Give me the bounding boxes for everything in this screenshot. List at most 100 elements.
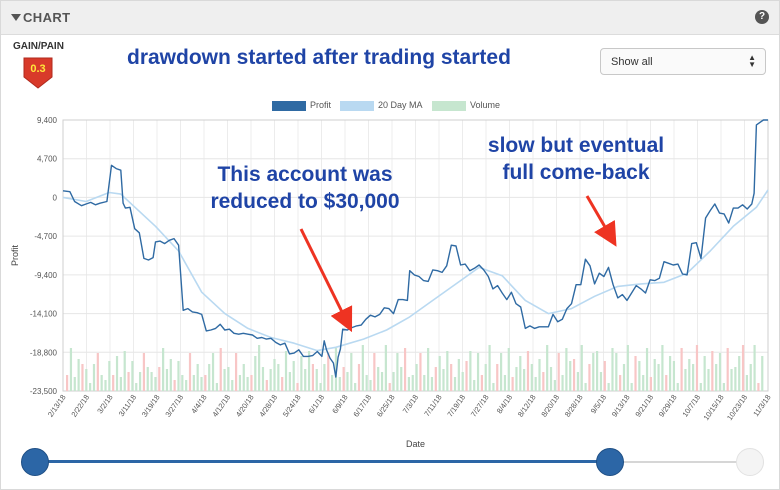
volume-bar xyxy=(135,383,138,391)
volume-bar xyxy=(119,377,122,391)
annotation-left-line2: reduced to $30,000 xyxy=(210,190,400,213)
volume-bar xyxy=(430,377,434,391)
volume-bar xyxy=(227,367,230,391)
volume-bar xyxy=(596,351,599,391)
volume-bar xyxy=(196,364,199,391)
volume-bar xyxy=(592,353,595,391)
volume-bar xyxy=(319,383,322,391)
volume-bar xyxy=(112,375,115,391)
volume-bar xyxy=(622,364,626,391)
volume-bar xyxy=(292,361,295,391)
volume-bar xyxy=(492,383,495,391)
volume-bar xyxy=(523,369,526,391)
volume-bar xyxy=(192,375,195,391)
x-tick-label: 4/12/18 xyxy=(210,393,232,419)
volume-bar xyxy=(672,361,676,391)
range-slider-start-handle[interactable] xyxy=(21,448,49,476)
volume-bar xyxy=(542,372,545,391)
y-tick-label: 4,700 xyxy=(37,155,58,164)
volume-bar xyxy=(92,364,96,391)
volume-bar xyxy=(630,383,633,391)
volume-bar xyxy=(638,361,641,391)
x-tick-label: 9/5/18 xyxy=(589,393,608,415)
volume-bar xyxy=(342,367,345,391)
x-tick-label: 7/27/18 xyxy=(469,393,491,419)
range-slider-max-handle[interactable] xyxy=(736,448,764,476)
volume-bar xyxy=(446,351,449,391)
volume-bar xyxy=(277,364,280,391)
volume-bar xyxy=(208,364,211,391)
volume-bar xyxy=(488,345,491,391)
volume-bar xyxy=(476,353,480,391)
volume-bar xyxy=(104,380,107,391)
volume-bar xyxy=(427,348,430,391)
volume-bar xyxy=(108,361,111,391)
volume-bar xyxy=(100,375,103,391)
volume-bar xyxy=(688,359,691,391)
volume-bar xyxy=(204,375,207,391)
volume-bar xyxy=(215,383,218,391)
volume-bar xyxy=(642,375,645,391)
volume-bar xyxy=(457,359,460,391)
panel-title: CHART xyxy=(23,10,71,25)
volume-bar xyxy=(511,377,514,391)
volume-bar xyxy=(123,351,126,391)
volume-bar xyxy=(357,364,361,391)
volume-bar xyxy=(611,348,614,391)
annotation-right: slow but eventual full come-back xyxy=(467,132,685,186)
x-tick-label: 8/4/18 xyxy=(495,393,514,415)
volume-bar xyxy=(757,383,760,391)
collapse-caret-icon[interactable] xyxy=(11,14,21,21)
volume-bar xyxy=(684,369,687,391)
volume-bar xyxy=(154,377,157,391)
y-axis-title: Profit xyxy=(10,245,20,267)
arrow-right-icon xyxy=(585,195,617,247)
x-tick-label: 8/20/18 xyxy=(539,393,561,419)
volume-bar xyxy=(380,372,384,391)
volume-bar xyxy=(403,348,407,391)
volume-bar xyxy=(296,383,299,391)
x-tick-label: 7/11/18 xyxy=(422,393,443,418)
volume-bar xyxy=(526,351,530,391)
x-tick-label: 10/15/18 xyxy=(702,393,726,422)
volume-bar xyxy=(680,348,683,391)
volume-bar xyxy=(96,353,99,391)
volume-bar xyxy=(711,351,714,391)
annotation-right-line1: slow but eventual xyxy=(487,134,665,157)
x-tick-label: 6/1/18 xyxy=(307,393,326,415)
annotation-left-line1: This account was xyxy=(217,163,393,186)
volume-bar xyxy=(515,367,518,391)
volume-bar xyxy=(745,375,748,391)
volume-bar xyxy=(438,356,441,391)
volume-bar xyxy=(450,364,453,391)
volume-bar xyxy=(565,348,568,391)
volume-bar xyxy=(85,369,88,391)
volume-bar xyxy=(89,383,92,391)
volume-bar xyxy=(657,364,660,391)
x-tick-label: 4/4/18 xyxy=(189,393,208,415)
volume-bar xyxy=(315,369,318,391)
x-axis-title: Date xyxy=(406,439,425,449)
volume-bar xyxy=(588,364,591,391)
x-tick-label: 5/24/18 xyxy=(281,393,303,419)
volume-bar xyxy=(599,372,603,391)
profit-line xyxy=(62,119,768,378)
volume-bar xyxy=(718,353,722,391)
volume-bar xyxy=(665,375,668,391)
arrow-left-icon xyxy=(299,228,353,333)
volume-bar xyxy=(722,383,725,391)
help-icon[interactable]: ? xyxy=(755,10,769,24)
volume-bar xyxy=(81,364,84,391)
volume-bar xyxy=(254,356,257,391)
show-range-select[interactable]: Show all ▲ ▼ xyxy=(600,48,766,75)
volume-bar xyxy=(534,377,537,391)
range-slider-end-handle[interactable] xyxy=(596,448,624,476)
volume-bar xyxy=(323,364,326,391)
x-tick-label: 3/2/18 xyxy=(95,393,114,415)
volume-bar xyxy=(519,356,522,391)
x-tick-label: 4/20/18 xyxy=(234,393,256,419)
volume-bar xyxy=(484,364,487,391)
volume-bar xyxy=(211,353,215,391)
volume-bar xyxy=(177,361,180,391)
volume-bar xyxy=(158,367,161,391)
